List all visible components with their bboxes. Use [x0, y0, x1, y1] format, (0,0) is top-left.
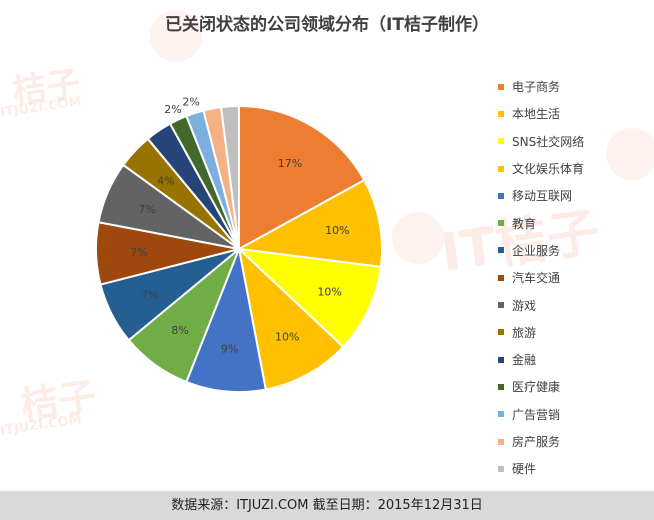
legend-item-10: 旅游	[498, 319, 648, 346]
legend-label: 汽车交通	[512, 271, 561, 286]
legend-label: 教育	[512, 216, 537, 231]
legend-label: 房产服务	[512, 435, 561, 449]
legend-item-2: 本地生活	[498, 100, 648, 127]
legend-item-6: 教育	[498, 209, 648, 236]
legend-swatch	[498, 110, 504, 117]
chart-title: 已关闭状态的公司领域分布（IT桔子制作）	[165, 15, 489, 35]
legend-label: 旅游	[512, 325, 537, 340]
legend-label: 本地生活	[512, 107, 561, 122]
pie-slice-5	[185, 245, 267, 393]
data-label-3: 10%	[317, 286, 341, 299]
pie-slice-4	[237, 246, 345, 391]
legend-swatch	[498, 83, 504, 90]
legend-item-7: 企业服务	[498, 237, 648, 264]
legend-swatch	[498, 165, 504, 172]
legend-item-1: 电子商务	[498, 73, 648, 100]
legend-label: 电子商务	[512, 80, 561, 95]
legend-item-9: 游戏	[498, 291, 648, 318]
legend-label: 移动互联网	[512, 189, 573, 204]
data-label-10: 4%	[157, 174, 174, 187]
data-label-4: 10%	[275, 331, 299, 344]
pie-slice-1	[238, 104, 366, 251]
data-label-13: 2%	[182, 96, 199, 109]
legend-item-5: 移动互联网	[498, 182, 648, 209]
chart-legend: 电子商务本地生活 SNS社交网络 文化娱乐体育 移动互联网教育企业服务汽车交通游戏旅游…	[498, 73, 648, 482]
legend-swatch	[498, 356, 504, 363]
legend-swatch	[498, 465, 504, 472]
legend-item-11: 金融	[498, 346, 648, 373]
legend-label: 硬件	[512, 462, 537, 477]
legend-label: 文化娱乐体育	[512, 162, 585, 177]
pie-slice-3	[236, 247, 382, 349]
legend-item-8: 汽车交通	[498, 264, 648, 291]
pie-slice-2	[235, 178, 383, 269]
legend-label: 广告营销	[512, 407, 561, 422]
legend-item-15: 硬件	[498, 455, 648, 482]
pie-slice-15	[219, 104, 240, 250]
legend-swatch	[498, 220, 504, 227]
legend-swatch	[498, 247, 504, 254]
data-label-7: 7%	[141, 288, 158, 301]
legend-swatch	[498, 274, 504, 281]
legend-swatch	[498, 383, 504, 390]
legend-label: SNS社交网络	[512, 134, 585, 149]
data-label-1: 17%	[278, 157, 302, 170]
legend-swatch	[498, 302, 504, 309]
legend-label: 企业服务	[512, 243, 561, 258]
legend-label: 医疗健康	[512, 380, 561, 395]
data-label-12: 2%	[164, 103, 181, 116]
data-label-6: 8%	[171, 324, 188, 337]
legend-item-13: 广告营销	[498, 401, 648, 428]
data-label-8: 7%	[130, 246, 147, 259]
legend-swatch	[498, 192, 504, 199]
legend-item-14: 房产服务	[498, 428, 648, 455]
legend-item-4: 文化娱乐体育	[498, 155, 648, 182]
legend-item-12: 医疗健康	[498, 373, 648, 400]
data-label-5: 9%	[221, 343, 238, 356]
legend-item-3: SNS社交网络	[498, 128, 648, 155]
legend-label: 金融	[512, 353, 537, 368]
data-label-2: 10%	[325, 224, 349, 237]
legend-swatch	[498, 411, 504, 418]
legend-swatch	[498, 438, 504, 445]
legend-label: 游戏	[512, 298, 537, 313]
legend-swatch	[498, 329, 504, 336]
legend-swatch	[498, 138, 504, 145]
footer-source: 数据来源：ITJUZI.COM 截至日期：2015年12月31日	[0, 491, 654, 520]
data-label-9: 7%	[138, 203, 155, 216]
